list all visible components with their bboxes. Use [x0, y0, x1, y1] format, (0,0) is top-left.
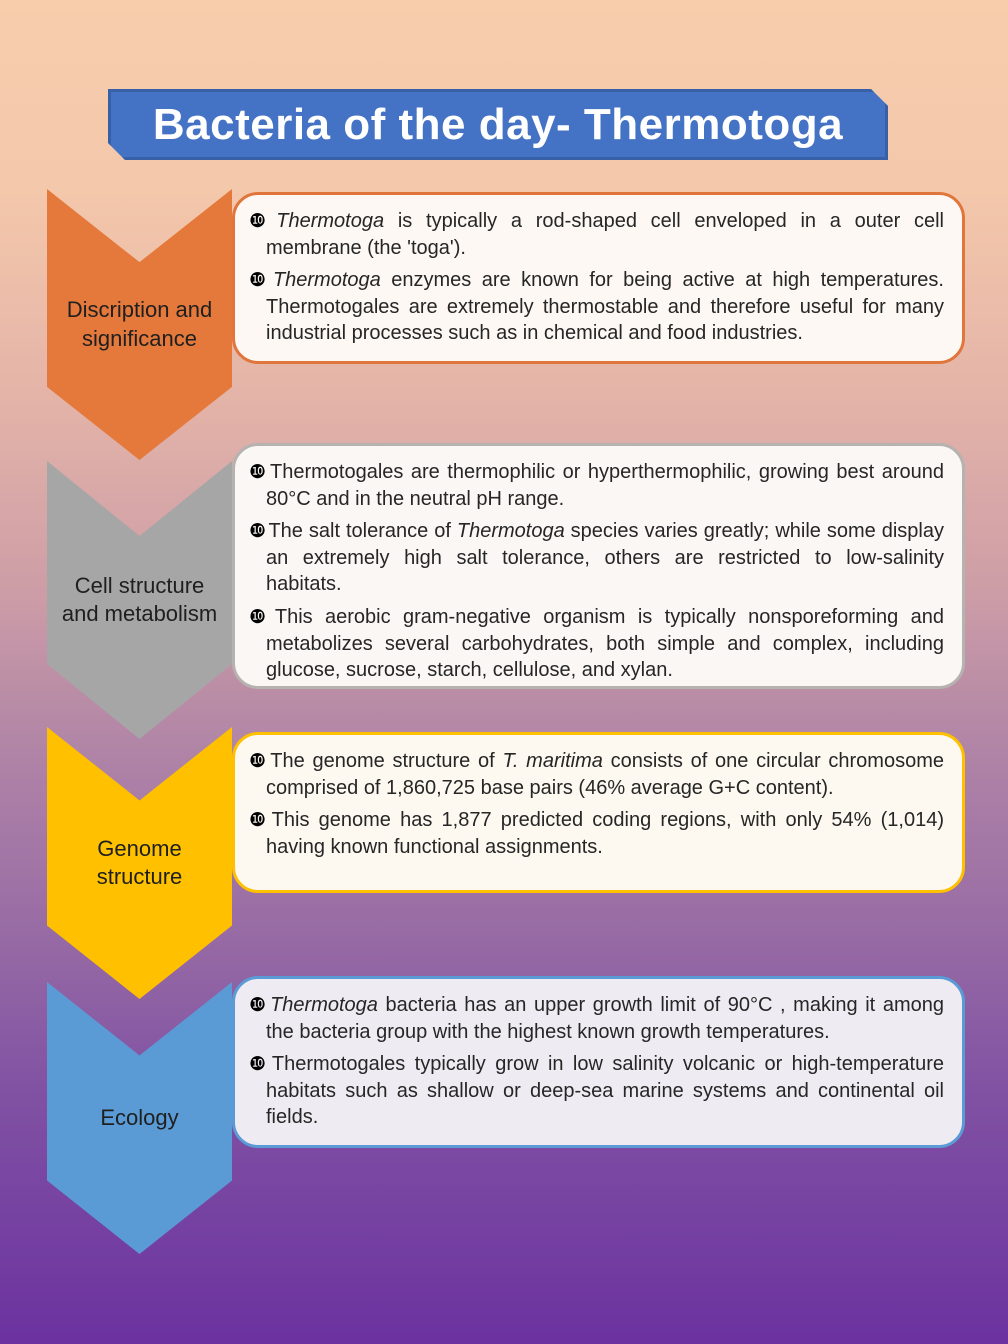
bullet-item: ❿ Thermotoga is typically a rod-shaped ce… [249, 208, 944, 261]
chevron-label-cell-structure-metabolism: Cell structure and metabolism [61, 572, 218, 626]
circled-ten-bullet-icon: ❿ [249, 751, 269, 772]
bullet-text: This aerobic gram-negative organism is t… [266, 605, 944, 682]
bullet-text: The salt tolerance of [268, 520, 457, 543]
bullet-item: ❿ Thermotogales typically grow in low sal… [249, 1051, 944, 1131]
bullet-text: Thermotogales typically grow in low sali… [266, 1053, 944, 1129]
bullet-item: ❿ The genome structure of T. maritima con… [249, 748, 944, 801]
chevron-label-description-significance: Discription and significance [66, 297, 213, 351]
species-name-italic: T. maritima [502, 750, 603, 772]
species-name-italic: Thermotoga [272, 269, 381, 292]
chevron-label-ecology: Ecology [100, 1104, 179, 1130]
bullet-text: species varies greatly; while some displ… [266, 520, 944, 596]
description-significance-box: ❿ Thermotoga is typically a rod-shaped ce… [232, 192, 965, 364]
title-banner: Bacteria of the day- Thermotoga [108, 89, 888, 160]
cell-structure-metabolism-box: ❿ Thermotogales are thermophilic or hyper… [232, 443, 965, 689]
bullet-item: ❿ The salt tolerance of Thermotoga specie… [249, 518, 944, 598]
chevron-genome-structure: Genome structure [47, 727, 232, 999]
circled-ten-bullet-icon: ❿ [249, 810, 270, 832]
ecology-box: ❿ Thermotoga bacteria has an upper growth… [232, 976, 965, 1148]
bullet-text: consists of one circular chromosome comp… [266, 750, 944, 799]
bullet-text: enzymes are known for being active at hi… [266, 269, 944, 345]
genome-structure-box: ❿ The genome structure of T. maritima con… [232, 732, 965, 893]
species-name-italic: Thermotoga [276, 210, 385, 232]
chevron-cell-structure-metabolism: Cell structure and metabolism [47, 461, 232, 739]
bullet-item: ❿ This aerobic gram-negative organism is … [249, 604, 944, 684]
circled-ten-bullet-icon: ❿ [249, 462, 268, 483]
bullet-item: ❿ Thermotoga enzymes are known for being … [249, 267, 944, 347]
species-name-italic: Thermotoga [270, 994, 378, 1016]
chevron-ecology: Ecology [47, 982, 232, 1254]
bullet-text: The genome structure of [270, 750, 503, 772]
bullet-text: bacteria has an upper growth limit of 90… [266, 994, 944, 1043]
circled-ten-bullet-icon: ❿ [249, 270, 271, 292]
circled-ten-bullet-icon: ❿ [249, 995, 269, 1016]
circled-ten-bullet-icon: ❿ [249, 521, 267, 543]
bullet-text: is typically a rod-shaped cell enveloped… [266, 210, 944, 259]
bullet-item: ❿ This genome has 1,877 predicted coding … [249, 807, 944, 860]
bullet-text: Thermotogales are thermophilic or hypert… [266, 461, 944, 510]
circled-ten-bullet-icon: ❿ [249, 1054, 270, 1076]
circled-ten-bullet-icon: ❿ [249, 211, 275, 232]
chevron-label-genome-structure: Genome structure [96, 835, 183, 889]
bullet-item: ❿ Thermotogales are thermophilic or hyper… [249, 459, 944, 512]
circled-ten-bullet-icon: ❿ [249, 606, 273, 628]
chevron-description-significance: Discription and significance [47, 189, 232, 460]
bullet-text: This genome has 1,877 predicted coding r… [266, 809, 944, 858]
bullet-item: ❿ Thermotoga bacteria has an upper growth… [249, 992, 944, 1045]
page-title: Bacteria of the day- Thermotoga [152, 99, 844, 149]
species-name-italic: Thermotoga [456, 520, 565, 543]
